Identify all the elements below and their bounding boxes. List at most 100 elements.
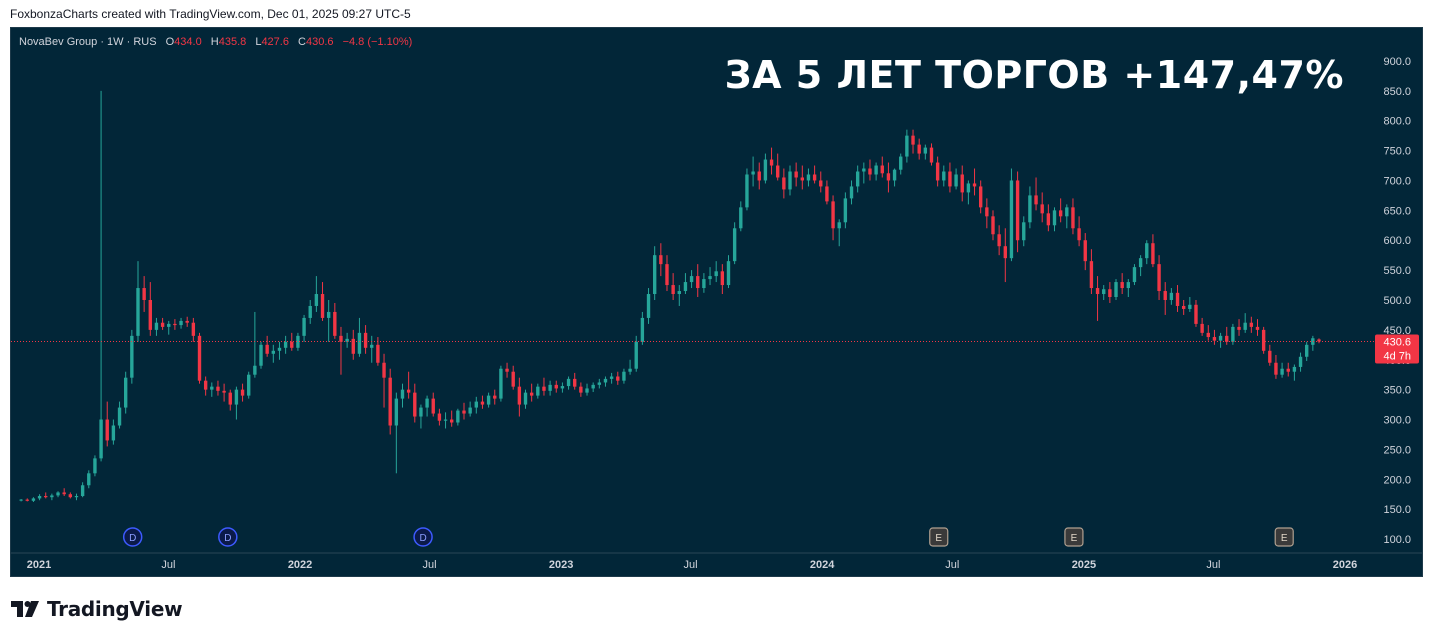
candle-body[interactable]: [1052, 210, 1057, 226]
candle-body[interactable]: [985, 207, 989, 217]
candle-body[interactable]: [74, 496, 79, 498]
candle-body[interactable]: [363, 332, 368, 348]
candle-body[interactable]: [972, 183, 977, 187]
candle-body[interactable]: [277, 347, 282, 351]
candle-body[interactable]: [302, 317, 306, 336]
candle-body[interactable]: [339, 335, 343, 342]
candle-body[interactable]: [25, 499, 29, 501]
candle-body[interactable]: [978, 186, 983, 208]
candle-body[interactable]: [1175, 292, 1180, 306]
candle-body[interactable]: [579, 386, 583, 393]
candle-body[interactable]: [855, 171, 860, 187]
candle-body[interactable]: [622, 371, 626, 381]
candle-body[interactable]: [616, 376, 620, 381]
candle-body[interactable]: [406, 389, 411, 393]
candle-body[interactable]: [812, 174, 817, 181]
candle-body[interactable]: [929, 147, 934, 163]
candle-body[interactable]: [505, 368, 509, 372]
candle-body[interactable]: [1145, 243, 1149, 259]
candle-body[interactable]: [542, 386, 546, 391]
candle-body[interactable]: [1138, 258, 1143, 268]
candle-body[interactable]: [1095, 288, 1100, 295]
candle-body[interactable]: [671, 285, 675, 295]
candle-body[interactable]: [376, 344, 380, 363]
candle-body[interactable]: [886, 173, 891, 181]
candle-body[interactable]: [1181, 305, 1186, 309]
candle-body[interactable]: [486, 395, 491, 405]
candle-body[interactable]: [720, 271, 725, 286]
candle-body[interactable]: [117, 407, 122, 426]
candle-body[interactable]: [1268, 350, 1272, 363]
candle-body[interactable]: [265, 344, 269, 354]
candle-body[interactable]: [19, 499, 23, 501]
candle-body[interactable]: [923, 147, 928, 154]
candle-body[interactable]: [1102, 289, 1106, 295]
candle-body[interactable]: [419, 407, 423, 417]
candle-body[interactable]: [757, 171, 761, 181]
candle-body[interactable]: [1243, 322, 1247, 330]
candle-body[interactable]: [862, 168, 866, 172]
candle-body[interactable]: [1231, 326, 1235, 342]
candle-body[interactable]: [1022, 222, 1026, 241]
candle-body[interactable]: [751, 171, 755, 175]
candle-body[interactable]: [222, 390, 226, 393]
candle-body[interactable]: [659, 255, 663, 265]
candle-body[interactable]: [948, 171, 952, 187]
candle-body[interactable]: [99, 419, 103, 459]
candle-body[interactable]: [819, 180, 823, 187]
candle-body[interactable]: [1194, 304, 1198, 324]
candle-body[interactable]: [450, 419, 454, 423]
candle-body[interactable]: [849, 186, 854, 199]
candle-body[interactable]: [1077, 228, 1081, 241]
candle-body[interactable]: [1040, 204, 1044, 214]
candle-body[interactable]: [1089, 261, 1094, 289]
candle-body[interactable]: [782, 177, 786, 190]
candle-body[interactable]: [80, 485, 85, 497]
candle-body[interactable]: [1083, 240, 1087, 262]
candle-body[interactable]: [1305, 344, 1309, 357]
candle-body[interactable]: [966, 183, 971, 193]
candle-body[interactable]: [1169, 292, 1174, 300]
candle-body[interactable]: [62, 492, 66, 495]
candle-body[interactable]: [905, 135, 909, 157]
candle-body[interactable]: [585, 388, 589, 393]
candle-body[interactable]: [1188, 304, 1192, 309]
candle-body[interactable]: [745, 174, 749, 208]
candle-body[interactable]: [566, 378, 571, 387]
candle-body[interactable]: [1274, 362, 1278, 375]
candle-body[interactable]: [1126, 282, 1131, 289]
candle-body[interactable]: [1114, 282, 1118, 298]
candle-body[interactable]: [247, 374, 251, 396]
candle-body[interactable]: [314, 294, 319, 306]
candle-body[interactable]: [296, 335, 300, 348]
candle-body[interactable]: [105, 419, 109, 441]
candle-body[interactable]: [942, 171, 946, 181]
earnings-marker[interactable]: [1064, 527, 1084, 547]
earnings-marker[interactable]: [929, 527, 949, 547]
candle-body[interactable]: [769, 159, 774, 166]
candle-body[interactable]: [437, 413, 442, 421]
candle-body[interactable]: [413, 392, 417, 417]
candle-body[interactable]: [536, 386, 540, 396]
dividend-marker[interactable]: [122, 527, 143, 547]
candle-body[interactable]: [240, 389, 245, 396]
candle-body[interactable]: [739, 207, 743, 229]
candle-body[interactable]: [111, 425, 116, 441]
candle-body[interactable]: [825, 186, 829, 202]
candle-body[interactable]: [499, 368, 503, 399]
candle-body[interactable]: [837, 222, 841, 229]
candle-body[interactable]: [517, 386, 522, 405]
tradingview-logo[interactable]: TradingView: [11, 597, 183, 621]
candle-body[interactable]: [634, 341, 638, 369]
candle-body[interactable]: [960, 174, 964, 193]
candle-body[interactable]: [714, 271, 718, 277]
candle-body[interactable]: [892, 169, 897, 181]
candle-body[interactable]: [333, 311, 337, 336]
candle-body[interactable]: [1280, 368, 1284, 375]
candle-body[interactable]: [31, 498, 36, 501]
candle-body[interactable]: [425, 398, 429, 408]
candle-body[interactable]: [1249, 322, 1254, 327]
candle-body[interactable]: [203, 380, 208, 390]
candle-body[interactable]: [1218, 335, 1223, 341]
candle-body[interactable]: [997, 234, 1001, 247]
